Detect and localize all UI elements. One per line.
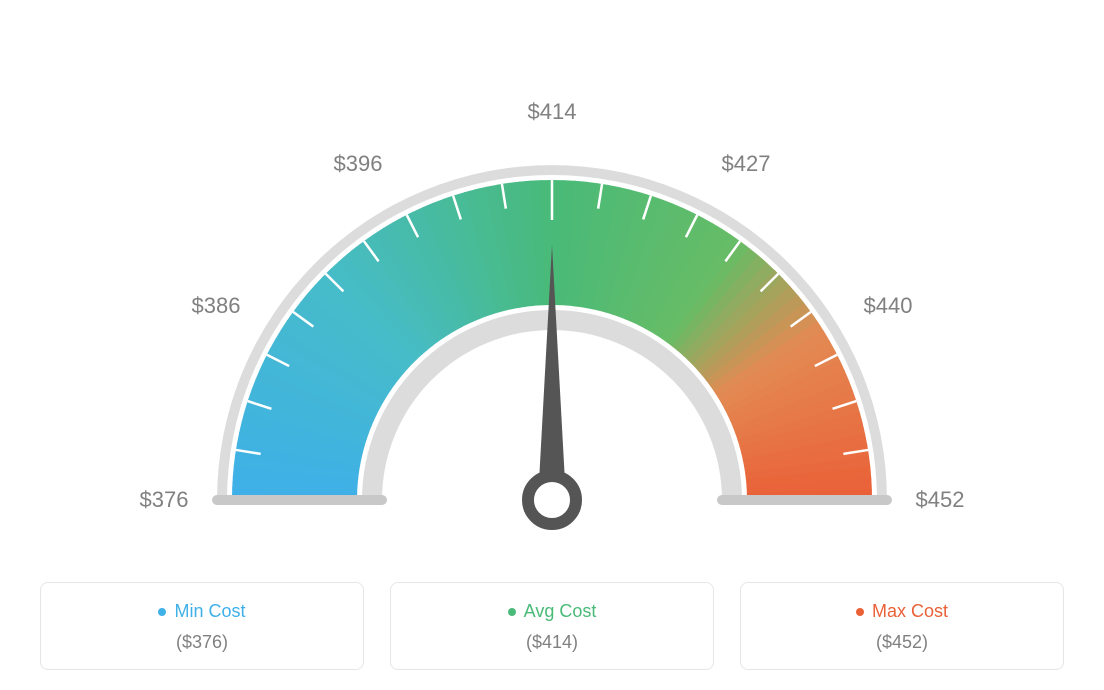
gauge-tick-label: $414: [528, 99, 577, 125]
legend-value-avg: ($414): [401, 632, 703, 653]
cost-gauge-chart: $376 $386 $396 $414 $427 $440 $452 Min Cost ($…: [0, 0, 1104, 690]
legend-value-min: ($376): [51, 632, 353, 653]
legend-value-max: ($452): [751, 632, 1053, 653]
legend-card-max: Max Cost ($452): [740, 582, 1064, 670]
legend-label-avg: Avg Cost: [524, 601, 597, 622]
legend-dot-max: [856, 608, 864, 616]
legend-label-max: Max Cost: [872, 601, 948, 622]
gauge-tick-label: $376: [140, 487, 189, 513]
gauge-area: $376 $386 $396 $414 $427 $440 $452: [0, 0, 1104, 560]
legend-row: Min Cost ($376) Avg Cost ($414) Max Cost…: [0, 582, 1104, 670]
legend-dot-avg: [508, 608, 516, 616]
legend-card-min: Min Cost ($376): [40, 582, 364, 670]
gauge-tick-label: $427: [722, 151, 771, 177]
gauge-tick-label: $386: [191, 293, 240, 319]
legend-label-min: Min Cost: [174, 601, 245, 622]
legend-dot-min: [158, 608, 166, 616]
gauge-tick-label: $452: [916, 487, 965, 513]
legend-card-avg: Avg Cost ($414): [390, 582, 714, 670]
gauge-svg: [0, 0, 1104, 560]
gauge-tick-label: $440: [864, 293, 913, 319]
gauge-tick-label: $396: [334, 151, 383, 177]
